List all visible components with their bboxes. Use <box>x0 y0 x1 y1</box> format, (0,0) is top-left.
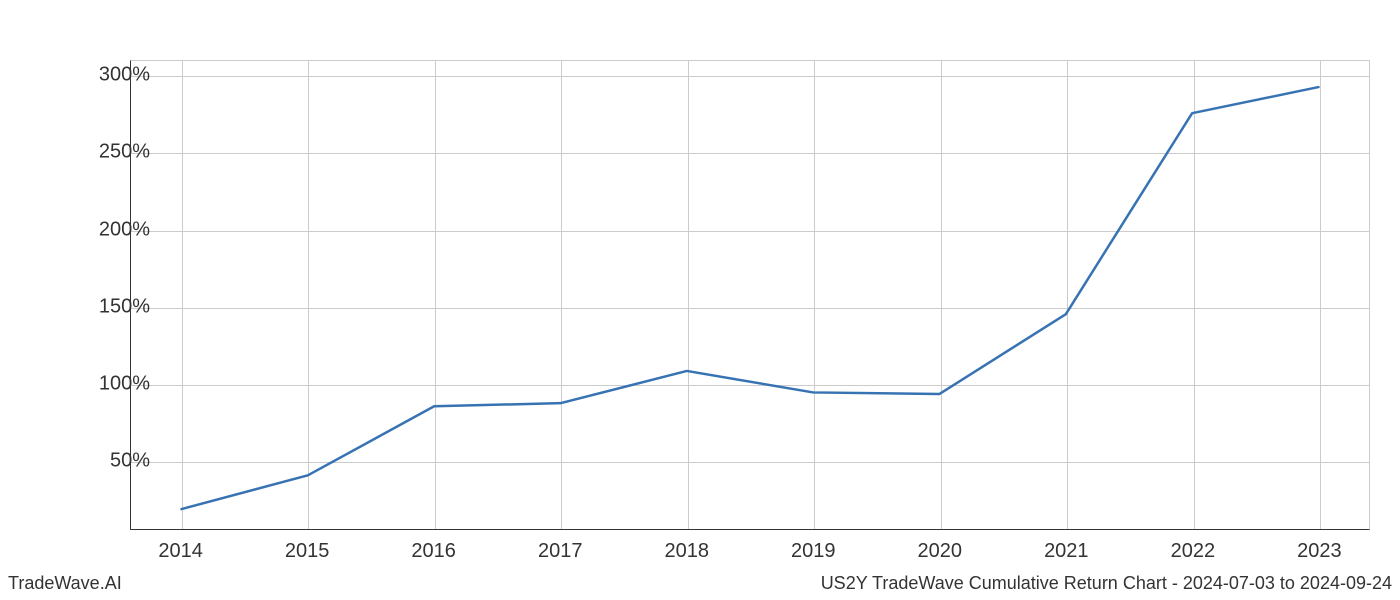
y-tick-label: 200% <box>50 218 150 241</box>
line-chart-svg <box>131 61 1369 529</box>
x-tick-label: 2016 <box>411 540 456 563</box>
chart-container <box>130 60 1370 530</box>
y-tick-label: 300% <box>50 64 150 87</box>
footer-caption: US2Y TradeWave Cumulative Return Chart -… <box>821 573 1392 594</box>
y-tick-label: 100% <box>50 372 150 395</box>
x-tick-label: 2014 <box>158 540 203 563</box>
y-tick-label: 150% <box>50 295 150 318</box>
plot-area <box>130 60 1370 530</box>
footer-brand: TradeWave.AI <box>8 573 122 594</box>
x-tick-label: 2019 <box>791 540 836 563</box>
x-tick-label: 2023 <box>1297 540 1342 563</box>
y-tick-label: 50% <box>50 449 150 472</box>
x-tick-label: 2021 <box>1044 540 1089 563</box>
x-tick-label: 2017 <box>538 540 583 563</box>
x-tick-label: 2018 <box>664 540 709 563</box>
x-tick-label: 2020 <box>918 540 963 563</box>
x-tick-label: 2022 <box>1171 540 1216 563</box>
y-tick-label: 250% <box>50 141 150 164</box>
data-line <box>182 87 1319 509</box>
x-tick-label: 2015 <box>285 540 330 563</box>
